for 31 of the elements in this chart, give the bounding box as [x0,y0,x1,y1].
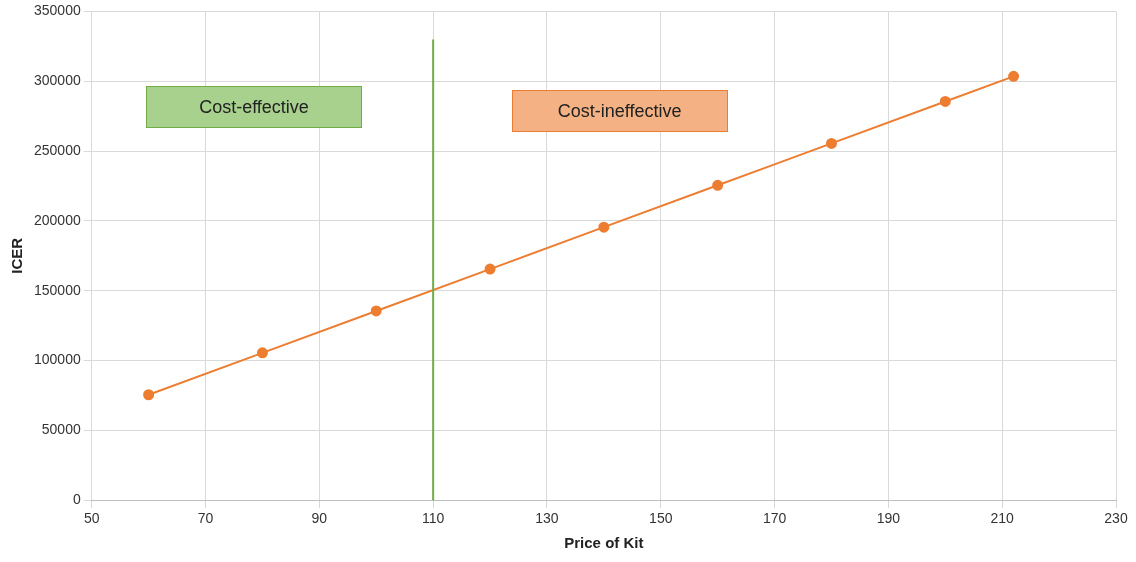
x-tick-label: 170 [762,510,787,527]
x-tick-label: 150 [649,510,673,527]
x-tick-label: 110 [421,510,445,527]
x-tick-label: 50 [83,510,100,527]
point [1008,70,1020,82]
y-axis-title: ICER [8,237,26,274]
y-tick-label: 250000 [34,141,81,158]
point [143,389,155,401]
x-tick-label: 70 [197,510,214,527]
x-tick-label: 230 [1104,510,1128,527]
x-axis-title: Price of Kit [564,534,644,552]
y-tick-label: 350000 [34,2,81,19]
x-tick-label: 130 [535,510,559,527]
y-tick-label: 200000 [34,211,81,228]
x-tick-label: 210 [990,510,1015,527]
point [825,137,837,149]
point [370,305,382,317]
label-box: Cost-ineffective [511,90,728,133]
point [256,347,268,359]
point [712,179,724,191]
x-tick-label: 90 [311,510,328,527]
y-tick-label: 300000 [34,72,81,89]
y-tick-label: 0 [72,491,81,508]
y-tick-label: 50000 [41,421,81,438]
point [484,263,496,275]
label-box: Cost-effective [146,86,362,129]
point [598,221,610,233]
point [939,95,951,107]
y-tick-label: 150000 [34,281,81,298]
y-tick-label: 100000 [34,351,81,368]
x-tick-label: 190 [876,510,901,527]
